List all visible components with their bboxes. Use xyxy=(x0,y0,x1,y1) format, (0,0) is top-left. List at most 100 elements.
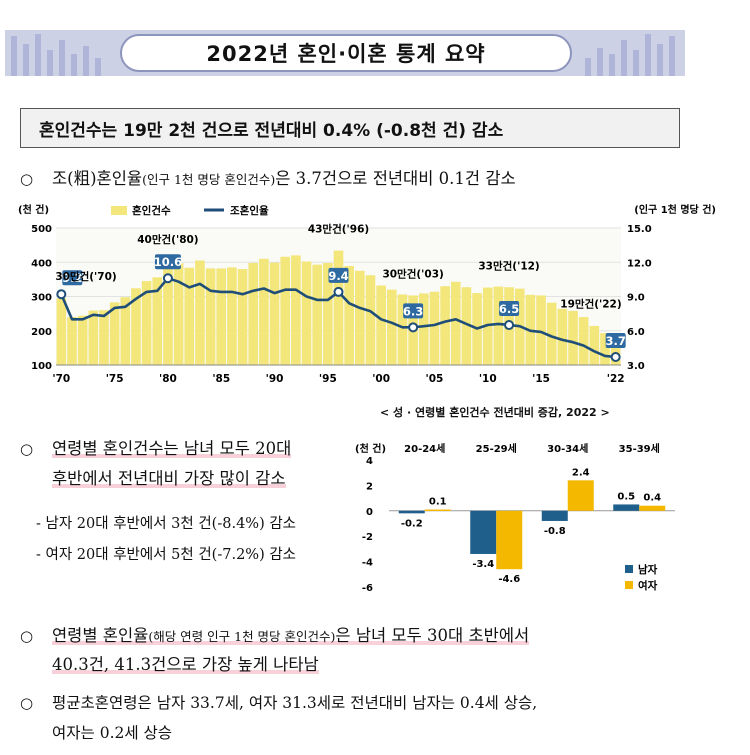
marriage-bar xyxy=(77,315,88,365)
rate-label-box xyxy=(154,254,181,270)
marriage-bar xyxy=(109,302,120,365)
age-chart-title: < 성 · 연령별 혼인건수 전년대비 증감, 2022 > xyxy=(380,406,610,419)
headline-text: 혼인건수는 19만 2천 건으로 전년대비 0.4% (-0.8천 건) 감소 xyxy=(39,120,504,141)
marriage-bar xyxy=(493,286,504,365)
category-label: 20-24세 xyxy=(404,442,445,455)
marriage-bar xyxy=(344,266,354,365)
rate-point xyxy=(610,352,621,363)
bullet-mark: ○ xyxy=(20,694,34,712)
bar-value-label: 2.4 xyxy=(572,467,590,478)
marriage-bar xyxy=(376,285,386,365)
rate-point xyxy=(56,289,67,300)
y-tick-label: -4 xyxy=(362,558,373,569)
male-bar xyxy=(470,510,497,554)
bullet-text-line2: 후반에서 전년대비 가장 많이 감소 xyxy=(52,469,286,488)
marriage-bar xyxy=(397,294,408,365)
bullet-text-line2: 여자는 0.2세 상승 xyxy=(52,724,173,742)
marriage-bar xyxy=(163,261,173,365)
bullet-mark: ○ xyxy=(20,170,34,188)
marriage-bar xyxy=(227,267,237,365)
y-left-tick-label: 300 xyxy=(31,293,52,304)
marriage-bar xyxy=(205,268,216,365)
banner-decoration-left xyxy=(11,34,101,76)
y-tick-label: 4 xyxy=(366,456,373,467)
marriage-bar xyxy=(56,298,67,365)
bullet-text-post: 은 3.7건으로 전년대비 0.1건 감소 xyxy=(275,169,516,188)
bar-value-label: -4.6 xyxy=(498,574,520,585)
female-bar xyxy=(424,509,451,512)
marriage-bar xyxy=(568,310,578,365)
female-bar xyxy=(567,480,594,511)
marriage-bar xyxy=(365,275,376,365)
marriage-bar xyxy=(152,277,163,365)
rate-point xyxy=(162,273,173,284)
rate-label-box xyxy=(328,267,349,283)
bullet-first-marriage-age-line2: 여자는 0.2세 상승 xyxy=(52,720,172,746)
category-label: 35-39세 xyxy=(619,442,660,455)
rate-point xyxy=(408,322,419,333)
rate-label: 9.4 xyxy=(328,269,348,283)
bullet-text-line1: 평균초혼연령은 남자 33.7세, 여자 31.3세로 전년대비 남자는 0.4… xyxy=(52,694,538,712)
marriage-bar xyxy=(578,317,589,365)
male-bar xyxy=(613,504,640,511)
bullet-text-line2: 40.3건, 41.3건으로 가장 높게 나타남 xyxy=(52,655,319,674)
marriage-bar xyxy=(67,317,77,365)
marriage-bar xyxy=(387,289,397,365)
x-tick-label: '05 xyxy=(426,373,444,385)
title-box: 2022년 혼인·이혼 통계 요약 xyxy=(120,34,572,72)
rate-label-box xyxy=(403,303,424,319)
y-right-tick-label: 15.0 xyxy=(627,224,652,235)
y-right-unit: (인구 1천 명당 건) xyxy=(634,203,716,216)
female-bar xyxy=(496,510,523,570)
rate-label: 3.7 xyxy=(605,334,625,348)
bullet-text-pre: 조(粗)혼인율 xyxy=(52,169,143,188)
marriage-bar xyxy=(237,269,248,365)
marriage-bar xyxy=(600,333,610,365)
legend-male-label: 남자 xyxy=(638,563,658,576)
marriage-bar xyxy=(312,264,322,365)
bullet-text-pre: 연령별 혼인율 xyxy=(52,626,149,645)
y-left-tick-label: 400 xyxy=(31,258,52,269)
bullet-age-rate: ○ 연령별 혼인율(해당 연령 인구 1천 명당 혼인건수)은 남녀 모두 30대… xyxy=(20,623,530,650)
female-bar xyxy=(639,505,666,511)
legend-female-swatch xyxy=(625,581,633,589)
y-right-tick-label: 9.0 xyxy=(627,293,645,304)
marriage-bar xyxy=(248,262,259,365)
rate-label: 6.5 xyxy=(499,302,519,316)
legend-line-label: 조혼인율 xyxy=(230,204,269,217)
y-tick-label: -2 xyxy=(362,532,373,543)
bullet-age-rate-line2: 40.3건, 41.3건으로 가장 높게 나타남 xyxy=(52,652,319,678)
rate-label-box xyxy=(605,333,626,349)
marriage-annotation: 30만건('03) xyxy=(382,267,443,280)
age-change-chart: (천 건)4 2 0 -2 -4 -6 20-24세 -0.2 0.1 25-29세 -3.4 -4.… xyxy=(355,442,675,594)
marriage-annotation: 43만건('96) xyxy=(308,223,369,236)
category-label: 30-34세 xyxy=(547,442,588,455)
bar-value-label: -0.8 xyxy=(544,526,566,537)
y-left-tick-label: 500 xyxy=(31,224,52,235)
y-right-tick-label: 3.0 xyxy=(627,361,645,372)
bullet-age-marriages: ○ 연령별 혼인건수는 남녀 모두 20대 xyxy=(20,436,292,462)
rate-label: 6.3 xyxy=(403,304,423,318)
marriage-bar xyxy=(323,262,333,365)
marriage-bar xyxy=(184,267,195,365)
y-left-tick-label: 100 xyxy=(31,361,52,372)
rate-label: 9.2 xyxy=(62,271,82,285)
marriage-bar xyxy=(418,293,429,365)
marriage-bar xyxy=(461,287,472,365)
bullet-text-post: 은 남녀 모두 30대 초반에서 xyxy=(335,626,530,645)
bullet-text-line1: 연령별 혼인건수는 남녀 모두 20대 xyxy=(52,439,292,458)
x-tick-label: '70 xyxy=(52,373,70,385)
bullet-mark: ○ xyxy=(20,627,34,645)
marriage-bar xyxy=(88,310,99,365)
marriage-bar xyxy=(557,308,568,365)
male-bar xyxy=(398,510,425,514)
title-banner: 2022년 혼인·이혼 통계 요약 xyxy=(5,30,685,76)
marriage-annotation: 33만건('12) xyxy=(478,259,539,272)
x-tick-label: '10 xyxy=(479,373,497,385)
sub-bullet-female: - 여자 20대 후반에서 5천 건(-7.2%) 감소 xyxy=(36,542,296,568)
x-tick-label: '80 xyxy=(159,373,177,385)
y-right-tick-label: 6.0 xyxy=(627,327,645,338)
rate-label-box xyxy=(62,270,83,286)
marriage-bar xyxy=(120,297,131,365)
rate-label: 10.6 xyxy=(154,255,182,269)
